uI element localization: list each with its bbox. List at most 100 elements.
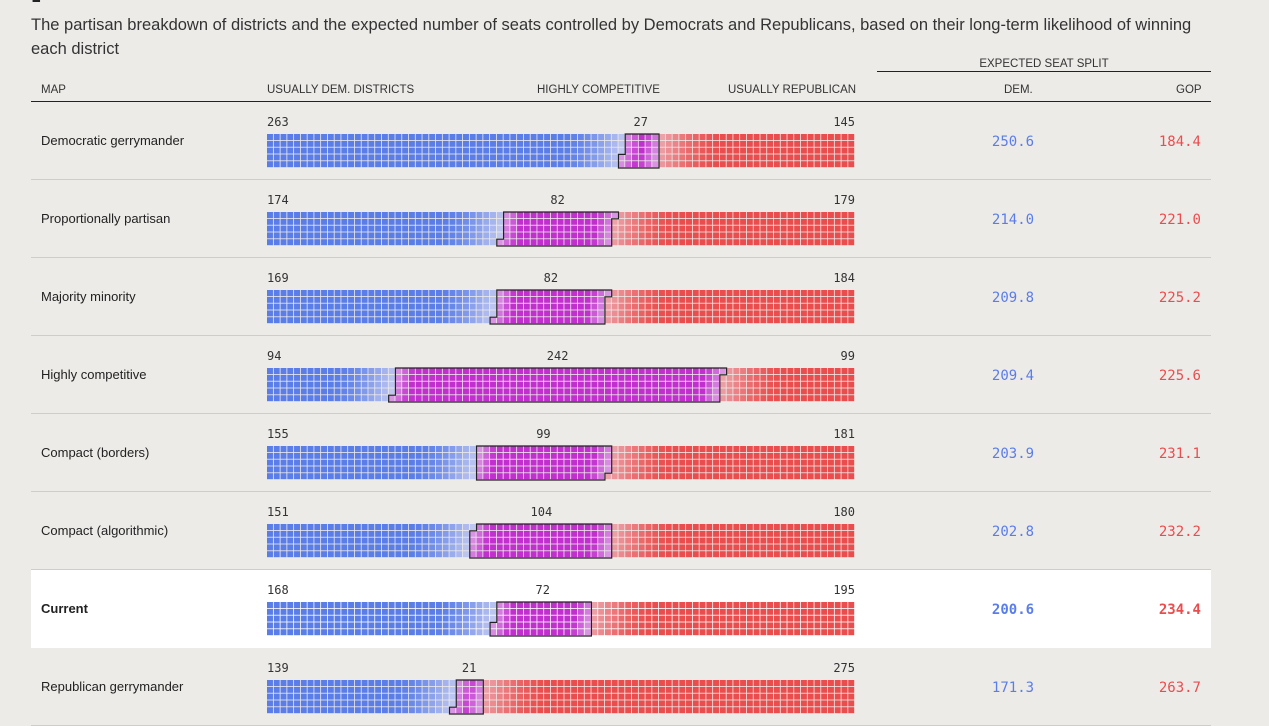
rep-district-cell bbox=[679, 530, 686, 537]
dem-district-cell bbox=[368, 161, 375, 168]
dem-district-cell bbox=[449, 629, 456, 636]
rep-district-cell bbox=[699, 232, 706, 239]
dem-district-cell bbox=[273, 147, 280, 154]
rep-district-cell bbox=[821, 680, 828, 686]
dem-district-cell bbox=[381, 473, 388, 480]
rep-district-cell bbox=[746, 239, 753, 246]
rep-district-cell bbox=[719, 524, 726, 530]
dem-district-cell bbox=[375, 452, 382, 459]
competitive-district-cell bbox=[598, 530, 605, 537]
competitive-district-cell bbox=[638, 381, 645, 388]
rep-district-cell bbox=[672, 466, 679, 473]
competitive-district-cell bbox=[584, 395, 591, 402]
rep-district-cell bbox=[638, 622, 645, 629]
competitive-block-outline bbox=[469, 523, 613, 559]
rep-district-cell bbox=[800, 459, 807, 466]
rep-district-cell bbox=[672, 686, 679, 693]
dem-district-cell bbox=[415, 147, 422, 154]
rep-district-cell bbox=[780, 459, 787, 466]
rep-district-cell bbox=[753, 466, 760, 473]
rep-district-cell bbox=[807, 140, 814, 147]
dem-district-cell bbox=[273, 446, 280, 452]
rep-district-cell bbox=[740, 212, 747, 218]
competitive-district-cell bbox=[679, 381, 686, 388]
rep-district-cell bbox=[665, 134, 672, 140]
dem-district-cell bbox=[300, 296, 307, 303]
dem-district-cell bbox=[476, 232, 483, 239]
rep-district-cell bbox=[794, 446, 801, 452]
dem-district-cell bbox=[442, 707, 449, 714]
dem-district-cell bbox=[280, 147, 287, 154]
dem-district-cell bbox=[456, 622, 463, 629]
competitive-district-cell bbox=[577, 602, 584, 608]
dem-district-cell bbox=[314, 452, 321, 459]
rep-district-cell bbox=[713, 615, 720, 622]
dem-district-cell bbox=[442, 686, 449, 693]
rep-district-cell bbox=[679, 537, 686, 544]
dem-district-cell bbox=[341, 134, 348, 140]
rep-district-cell bbox=[733, 629, 740, 636]
rep-district-cell bbox=[773, 608, 780, 615]
rep-district-cell bbox=[733, 290, 740, 296]
rep-district-cell bbox=[530, 700, 537, 707]
competitive-district-cell bbox=[550, 551, 557, 558]
rep-district-cell bbox=[713, 686, 720, 693]
dem-district-cell bbox=[307, 602, 314, 608]
dem-district-cell bbox=[354, 452, 361, 459]
dem-district-cell bbox=[321, 232, 328, 239]
rep-district-cell bbox=[834, 473, 841, 480]
competitive-district-cell bbox=[571, 551, 578, 558]
dem-district-cell bbox=[273, 537, 280, 544]
rep-district-cell bbox=[740, 239, 747, 246]
dem-district-cell bbox=[307, 388, 314, 395]
competitive-district-cell bbox=[537, 551, 544, 558]
rep-district-cell bbox=[834, 544, 841, 551]
dem-district-cell bbox=[469, 459, 476, 466]
dem-district-cell bbox=[517, 147, 524, 154]
dem-district-cell bbox=[267, 374, 273, 381]
competitive-district-cell bbox=[564, 551, 571, 558]
competitive-district-cell bbox=[490, 473, 496, 480]
competitive-district-cell bbox=[557, 629, 564, 636]
rep-district-cell bbox=[794, 134, 801, 140]
competitive-district-cell bbox=[402, 395, 409, 402]
dem-district-cell bbox=[456, 524, 463, 530]
dem-district-cell bbox=[280, 317, 287, 324]
dem-district-cell bbox=[361, 473, 368, 480]
competitive-district-cell bbox=[550, 466, 557, 473]
dem-district-cell bbox=[280, 608, 287, 615]
rep-district-cell bbox=[821, 303, 828, 310]
competitive-district-cell bbox=[577, 615, 584, 622]
expected-gop-seats: 263.7 bbox=[1158, 680, 1201, 696]
dem-district-cell bbox=[280, 537, 287, 544]
rep-district-cell bbox=[821, 530, 828, 537]
dem-district-cell bbox=[402, 140, 409, 147]
dem-district-cell bbox=[361, 218, 368, 225]
dem-district-cell bbox=[267, 551, 273, 558]
dem-district-cell bbox=[577, 161, 584, 168]
dem-district-cell bbox=[348, 629, 355, 636]
competitive-district-cell bbox=[510, 615, 517, 622]
dem-district-cell bbox=[307, 700, 314, 707]
dem-count-label: 151 bbox=[267, 505, 289, 519]
rep-district-cell bbox=[611, 466, 618, 473]
dem-district-cell bbox=[456, 212, 463, 218]
rep-district-cell bbox=[726, 551, 733, 558]
rep-district-cell bbox=[713, 537, 720, 544]
competitive-district-cell bbox=[510, 544, 517, 551]
rep-district-cell bbox=[706, 707, 713, 714]
rep-district-cell bbox=[679, 473, 686, 480]
dem-district-cell bbox=[490, 212, 496, 218]
dem-district-cell bbox=[300, 622, 307, 629]
rep-district-cell bbox=[719, 296, 726, 303]
dem-district-cell bbox=[307, 459, 314, 466]
rep-district-cell bbox=[780, 615, 787, 622]
rep-district-cell bbox=[834, 459, 841, 466]
dem-district-cell bbox=[442, 680, 449, 686]
rep-district-cell bbox=[631, 225, 638, 232]
dem-district-cell bbox=[341, 147, 348, 154]
rep-district-cell bbox=[760, 368, 767, 374]
competitive-district-cell bbox=[408, 388, 415, 395]
rep-district-cell bbox=[841, 381, 848, 388]
competitive-district-cell bbox=[564, 303, 571, 310]
